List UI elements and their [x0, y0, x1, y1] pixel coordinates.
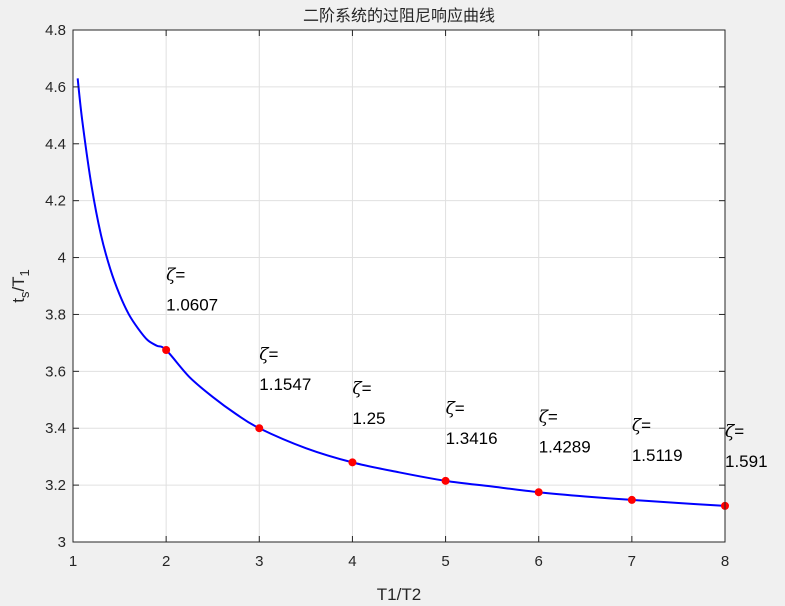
x-tick-label: 1	[69, 553, 77, 570]
zeta-label: ζ=	[259, 345, 278, 365]
zeta-value: 1.1547	[259, 375, 311, 394]
y-tick-label: 3.6	[45, 363, 66, 380]
zeta-label: ζ=	[352, 379, 371, 399]
y-tick-label: 4	[58, 250, 66, 267]
zeta-symbol: ζ	[539, 408, 550, 428]
plot-area	[73, 30, 725, 542]
y-tick-label: 3.4	[45, 420, 66, 437]
y-label-sub2: 1	[17, 269, 32, 276]
zeta-label: ζ=	[166, 265, 185, 285]
zeta-label: ζ=	[632, 416, 651, 436]
x-tick-label: 4	[348, 553, 356, 570]
chart-title: 二阶系统的过阻尼响应曲线	[303, 6, 495, 25]
x-axis-ticks: 1 2 3 4 5 6 7 8	[69, 30, 729, 570]
zeta-equals: =	[269, 345, 279, 364]
zeta-symbol: ζ	[725, 422, 736, 442]
data-point-marker	[441, 476, 450, 485]
y-label-main: t	[9, 298, 28, 303]
zeta-equals: =	[455, 399, 465, 418]
zeta-value: 1.0607	[166, 295, 218, 314]
y-label-sub1: s	[17, 291, 32, 298]
zeta-value: 1.3416	[446, 429, 498, 448]
zeta-value: 1.4289	[539, 438, 591, 457]
x-axis-label: T1/T2	[377, 585, 421, 604]
zeta-equals: =	[641, 416, 651, 435]
y-axis-ticks: 3 3.2 3.4 3.6 3.8 4 4.2 4.4 4.6 4.8	[45, 22, 725, 551]
y-tick-label: 3.8	[45, 306, 66, 323]
y-tick-label: 4.8	[45, 22, 66, 39]
y-tick-label: 4.2	[45, 193, 66, 210]
zeta-symbol: ζ	[446, 399, 457, 419]
zeta-equals: =	[548, 408, 558, 427]
zeta-equals: =	[175, 265, 185, 284]
y-tick-label: 3.2	[45, 477, 66, 494]
plot-frame	[72, 29, 726, 543]
y-tick-label: 4.4	[45, 136, 66, 153]
zeta-symbol: ζ	[352, 379, 363, 399]
y-tick-label: 4.6	[45, 79, 66, 96]
x-tick-label: 2	[162, 553, 170, 570]
data-point-marker	[534, 488, 543, 497]
zeta-equals: =	[362, 379, 372, 398]
data-point-marker	[162, 346, 171, 354]
x-tick-label: 3	[255, 553, 263, 570]
zeta-value: 1.5119	[632, 446, 683, 465]
marker-layer	[162, 346, 729, 510]
zeta-equals: =	[734, 422, 744, 441]
zeta-label: ζ=	[539, 408, 558, 428]
y-axis-label: ts/T1	[9, 269, 32, 303]
zeta-label: ζ=	[725, 422, 744, 442]
data-point-marker	[255, 424, 264, 433]
x-tick-label: 6	[535, 553, 543, 570]
x-tick-label: 7	[628, 553, 636, 570]
zeta-symbol: ζ	[259, 345, 270, 365]
zeta-label: ζ=	[446, 399, 465, 419]
zeta-symbol: ζ	[166, 265, 177, 285]
zeta-symbol: ζ	[632, 416, 643, 436]
x-tick-label: 8	[721, 553, 729, 570]
data-point-marker	[348, 458, 357, 467]
zeta-value: 1.591	[725, 452, 768, 471]
y-tick-label: 3	[58, 534, 66, 551]
x-tick-label: 5	[441, 553, 449, 570]
zeta-value: 1.25	[352, 409, 385, 428]
y-label-mid: /T	[9, 276, 28, 291]
data-point-marker	[627, 495, 636, 504]
